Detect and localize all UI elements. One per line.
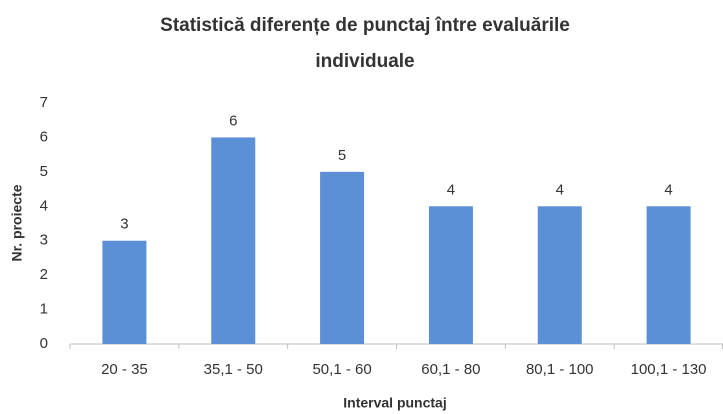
y-tick-label: 6 (40, 128, 48, 145)
x-tick-label: 60,1 - 80 (421, 361, 480, 378)
data-label: 6 (229, 112, 237, 129)
data-label: 4 (447, 181, 455, 198)
bar (428, 206, 473, 344)
x-tick-label: 50,1 - 60 (312, 361, 371, 378)
x-axis-label: Interval punctaj (343, 395, 446, 411)
data-label: 5 (338, 147, 346, 164)
data-label: 3 (120, 216, 128, 233)
y-tick-label: 1 (40, 301, 48, 318)
bar (646, 206, 691, 344)
y-tick-label: 0 (40, 335, 48, 352)
x-tick-label: 20 - 35 (101, 361, 148, 378)
data-label: 4 (664, 181, 672, 198)
y-tick-label: 4 (40, 197, 48, 214)
y-tick-label: 2 (40, 266, 48, 283)
bar (537, 206, 582, 344)
x-tick-label: 35,1 - 50 (204, 361, 263, 378)
bar (102, 240, 147, 344)
y-tick-label: 7 (40, 94, 48, 111)
y-tick-label: 3 (40, 232, 48, 249)
y-axis-label: Nr. proiecte (9, 184, 25, 261)
data-label: 4 (556, 181, 564, 198)
x-tick-label: 100,1 - 130 (631, 361, 707, 378)
x-tick-label: 80,1 - 100 (526, 361, 594, 378)
bar (320, 171, 365, 344)
y-tick-label: 5 (40, 163, 48, 180)
bar (211, 137, 256, 344)
chart-title: Statistică diferențe de punctaj între ev… (160, 15, 570, 72)
